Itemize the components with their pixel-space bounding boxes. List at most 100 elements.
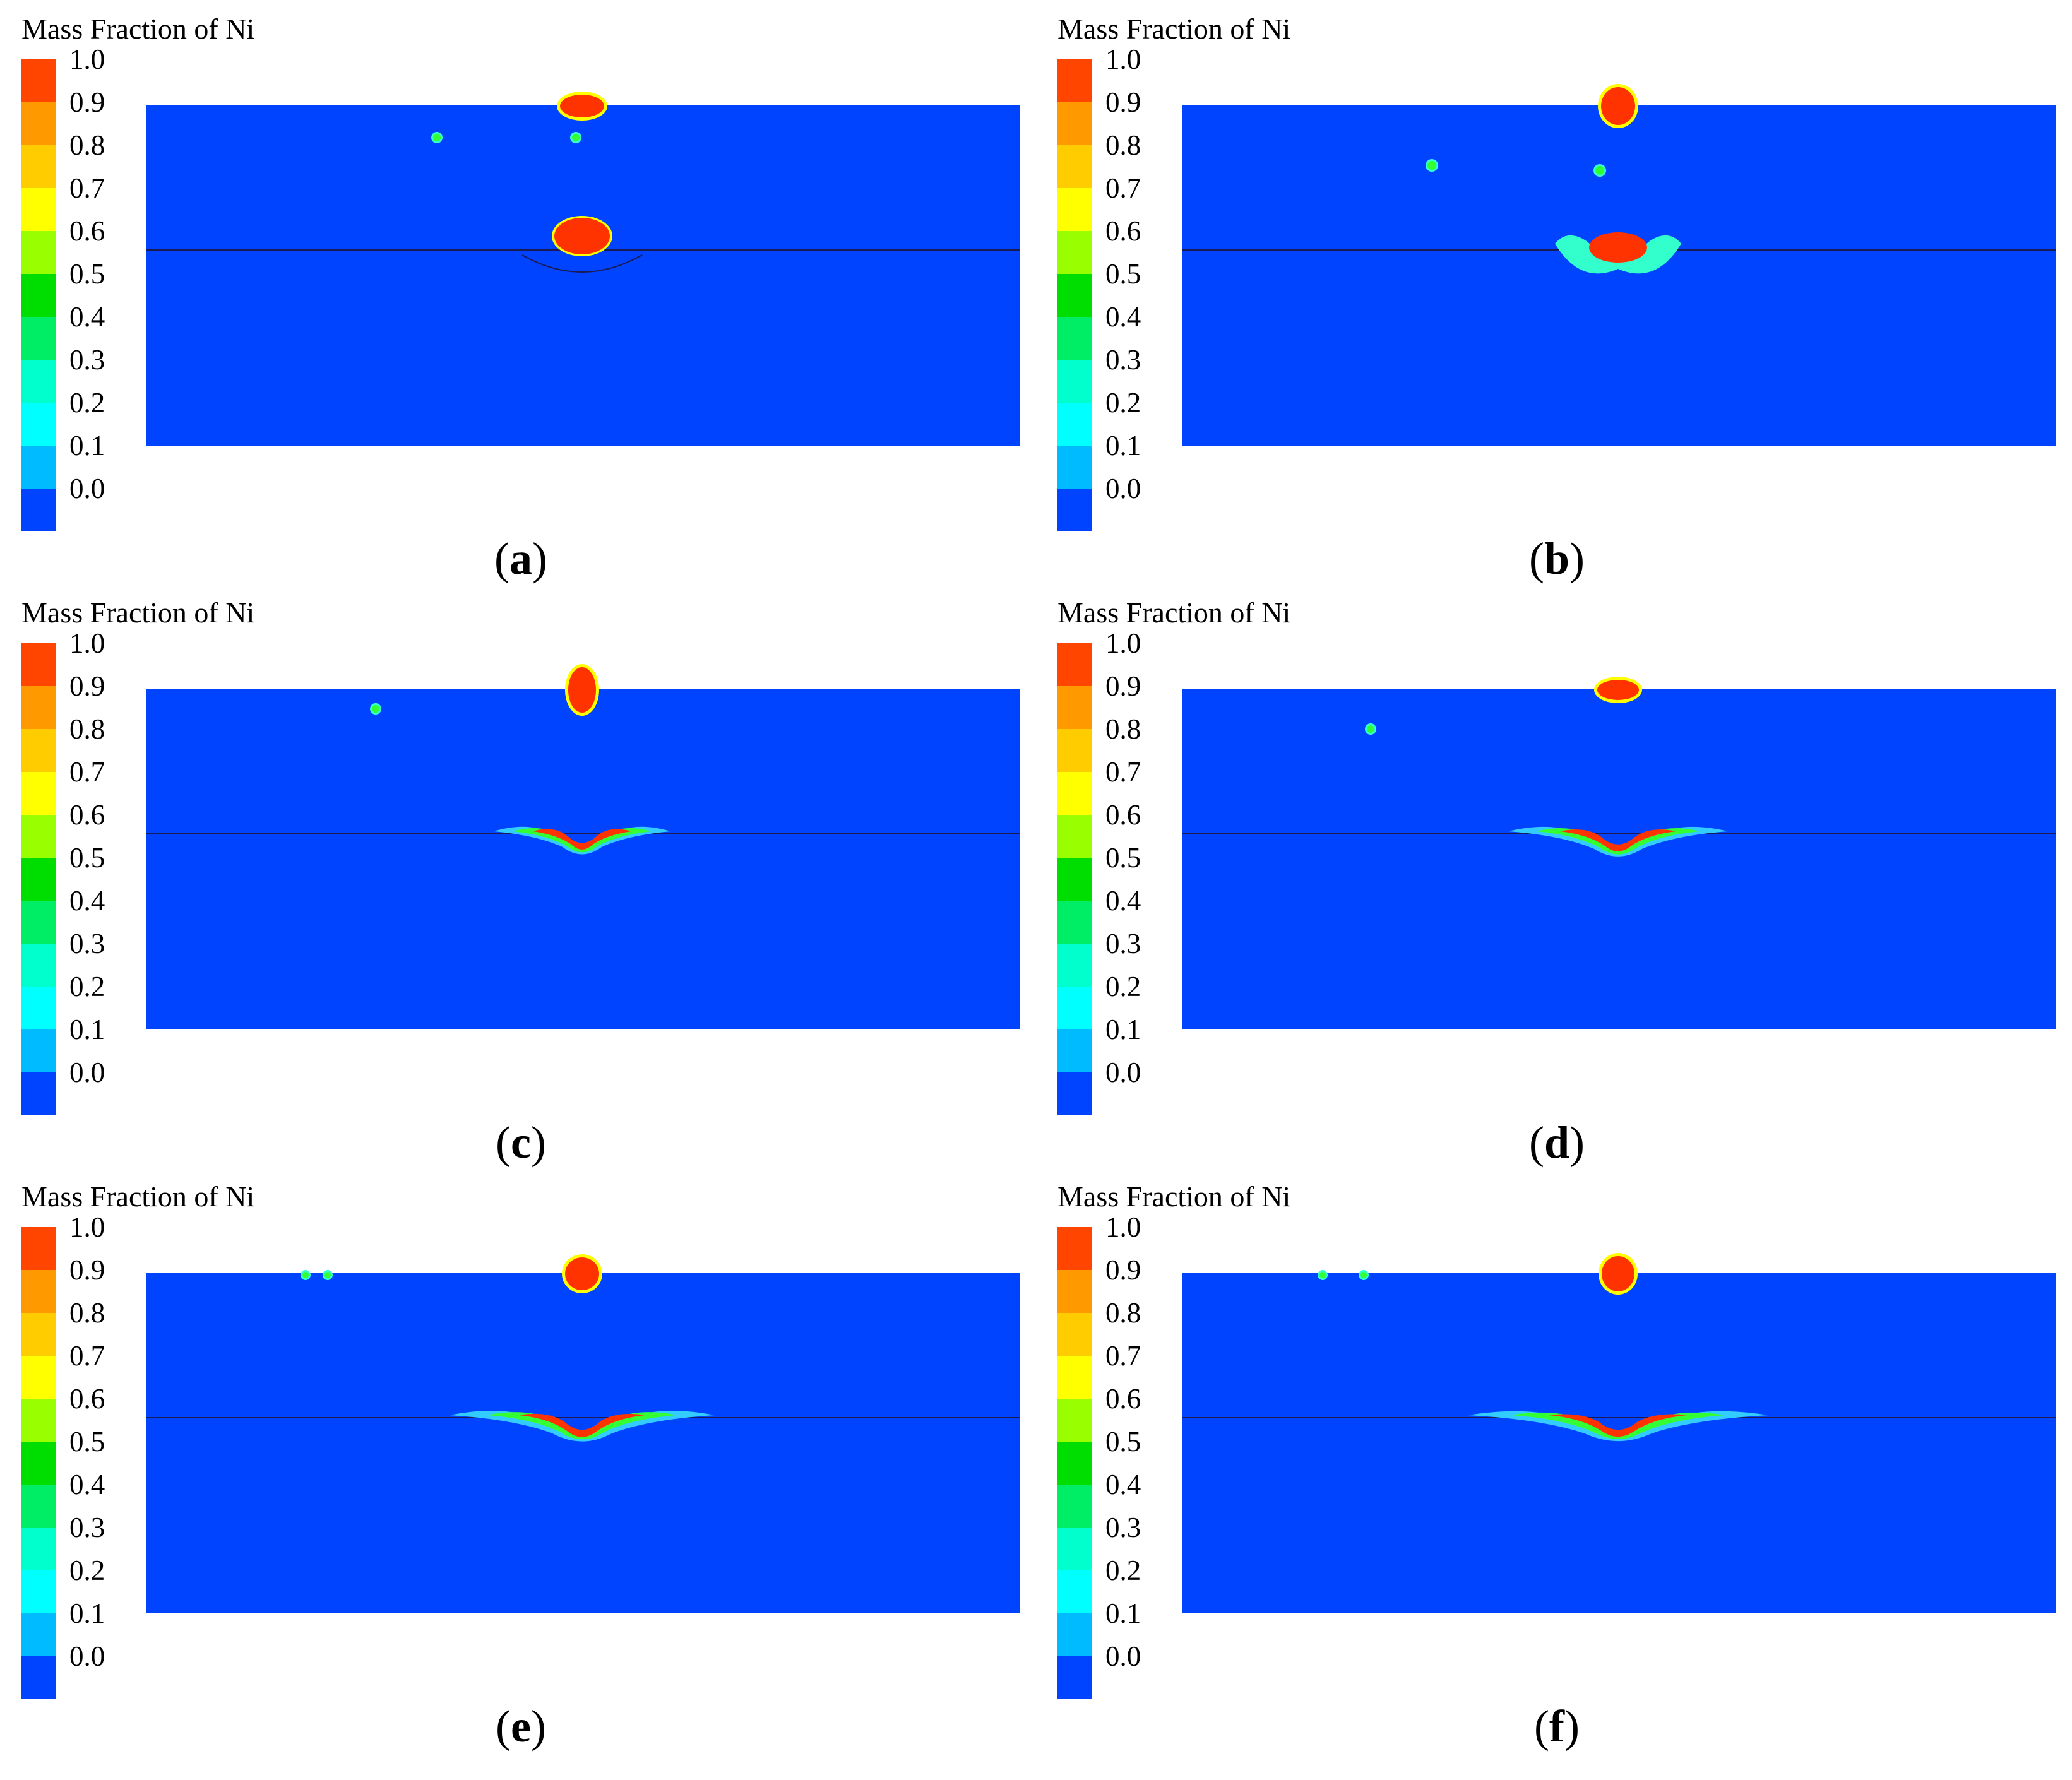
- legend-title: Mass Fraction of Ni: [1057, 13, 1291, 45]
- colorbar-tick-label: 0.9: [69, 670, 105, 702]
- colorbar-segment: [1057, 944, 1092, 987]
- panel-caption-letter: e: [511, 1701, 531, 1752]
- colorbar-segment: [21, 1072, 56, 1115]
- panel-caption-letter: a: [509, 533, 532, 584]
- colorbar-segment: [21, 987, 56, 1029]
- incoming-droplet: [1601, 87, 1635, 125]
- colorbar-tick-label: 0.4: [1105, 301, 1141, 333]
- incoming-droplet: [1597, 680, 1639, 700]
- colorbar-tick-label: 0.8: [1105, 713, 1141, 745]
- colorbar-segment: [1057, 1570, 1092, 1613]
- colorbar-tick-label: 0.7: [69, 1340, 105, 1372]
- colorbar-tick-label: 0.9: [1105, 1254, 1141, 1286]
- colorbar-tick-label: 0.5: [1105, 842, 1141, 874]
- domain-background: [1182, 105, 2056, 446]
- legend-title: Mass Fraction of Ni: [21, 1180, 255, 1213]
- colorbar-segment: [21, 643, 56, 686]
- satellite-droplet: [324, 1272, 331, 1278]
- colorbar-segment: [21, 729, 56, 772]
- colorbar-segment: [21, 1656, 56, 1699]
- colorbar-tick-label: 1.0: [1105, 627, 1141, 659]
- colorbar: [21, 643, 56, 1115]
- colorbar-segment: [1057, 274, 1092, 317]
- contour-plot: [1057, 643, 2056, 1115]
- panel-caption-letter: d: [1544, 1117, 1570, 1168]
- satellite-droplet: [1367, 725, 1374, 733]
- colorbar-tick-label: 0.6: [69, 1383, 105, 1415]
- contour-field: [146, 1254, 1020, 1613]
- colorbar-tick-label: 0.0: [69, 473, 105, 504]
- satellite-droplet: [1360, 1272, 1367, 1278]
- colorbar: [21, 59, 56, 531]
- colorbar-tick-label: 0.5: [1105, 1426, 1141, 1457]
- colorbar-segment: [21, 901, 56, 944]
- panel-caption: (e): [496, 1701, 546, 1752]
- colorbar-segment: [21, 1227, 56, 1270]
- incoming-droplet: [568, 667, 596, 713]
- colorbar-segment: [1057, 403, 1092, 446]
- colorbar-segment: [21, 686, 56, 729]
- colorbar-tick-label: 0.6: [1105, 215, 1141, 247]
- colorbar-tick-label: 0.9: [69, 1254, 105, 1286]
- colorbar-segment: [21, 944, 56, 987]
- colorbar-segment: [21, 772, 56, 815]
- colorbar-segment: [1057, 815, 1092, 858]
- colorbar-tick-label: 0.8: [1105, 1297, 1141, 1329]
- incoming-droplet: [1602, 1256, 1634, 1291]
- colorbar-tick-label: 1.0: [69, 1211, 105, 1243]
- colorbar-tick-label: 0.6: [69, 799, 105, 831]
- colorbar-segment: [1057, 1399, 1092, 1442]
- colorbar-tick-label: 0.2: [69, 971, 105, 1002]
- colorbar-segment: [1057, 729, 1092, 772]
- colorbar-segment: [21, 1570, 56, 1613]
- colorbar-segment: [21, 188, 56, 231]
- colorbar-tick-label: 1.0: [1105, 1211, 1141, 1243]
- colorbar-segment: [1057, 686, 1092, 729]
- colorbar-segment: [21, 145, 56, 188]
- colorbar-tick-label: 0.0: [69, 1641, 105, 1672]
- colorbar-segment: [21, 1485, 56, 1528]
- domain-background: [146, 1273, 1020, 1613]
- colorbar-tick-label: 0.2: [1105, 387, 1141, 418]
- contour-plot: [21, 643, 1020, 1115]
- colorbar-tick-label: 0.4: [1105, 885, 1141, 917]
- colorbar-segment: [1057, 489, 1092, 531]
- colorbar-segment: [1057, 317, 1092, 360]
- colorbar-segment: [1057, 1270, 1092, 1313]
- colorbar-tick-label: 0.0: [69, 1057, 105, 1088]
- colorbar-segment: [21, 1029, 56, 1072]
- colorbar-tick-label: 0.7: [69, 756, 105, 788]
- satellite-droplet: [433, 134, 441, 141]
- colorbar-tick-label: 0.9: [1105, 86, 1141, 118]
- colorbar-segment: [21, 1313, 56, 1356]
- contour-panel-f: Mass Fraction of Ni 1.0 0.9 0.8 0.7 0.6 0.5 0.…: [1036, 1168, 2072, 1761]
- colorbar: [1057, 643, 1092, 1115]
- colorbar-segment: [1057, 901, 1092, 944]
- contour-field: [1182, 1253, 2056, 1613]
- colorbar-tick-label: 0.2: [1105, 1555, 1141, 1586]
- contour-plot: [1057, 59, 2056, 531]
- splat-middle: [487, 1412, 677, 1440]
- panel-caption-letter: f: [1549, 1701, 1564, 1752]
- contour-field: [146, 664, 1020, 1029]
- colorbar-tick-label: 0.8: [69, 713, 105, 745]
- colorbar-segment: [1057, 446, 1092, 489]
- colorbar-segment: [21, 360, 56, 403]
- colorbar-segment: [1057, 987, 1092, 1029]
- splat-middle: [1536, 828, 1700, 855]
- colorbar-segment: [1057, 102, 1092, 145]
- colorbar: [1057, 1227, 1092, 1699]
- incoming-droplet: [560, 95, 604, 117]
- colorbar-tick-label: 0.2: [1105, 971, 1141, 1002]
- colorbar-segment: [1057, 1485, 1092, 1528]
- colorbar-tick-label: 0.8: [1105, 129, 1141, 161]
- contour-panel-b: Mass Fraction of Ni 1.0 0.9 0.8 0.7 0.6 0.5 0.…: [1036, 0, 2072, 593]
- colorbar-tick-label: 0.3: [69, 1512, 105, 1543]
- colorbar-tick-label: 0.2: [69, 387, 105, 418]
- colorbar-tick-label: 0.0: [1105, 1641, 1141, 1672]
- colorbar-tick-label: 0.1: [1105, 1014, 1141, 1045]
- colorbar-segment: [1057, 772, 1092, 815]
- colorbar-tick-label: 0.3: [69, 344, 105, 376]
- contour-field: [146, 92, 1020, 446]
- colorbar-segment: [21, 815, 56, 858]
